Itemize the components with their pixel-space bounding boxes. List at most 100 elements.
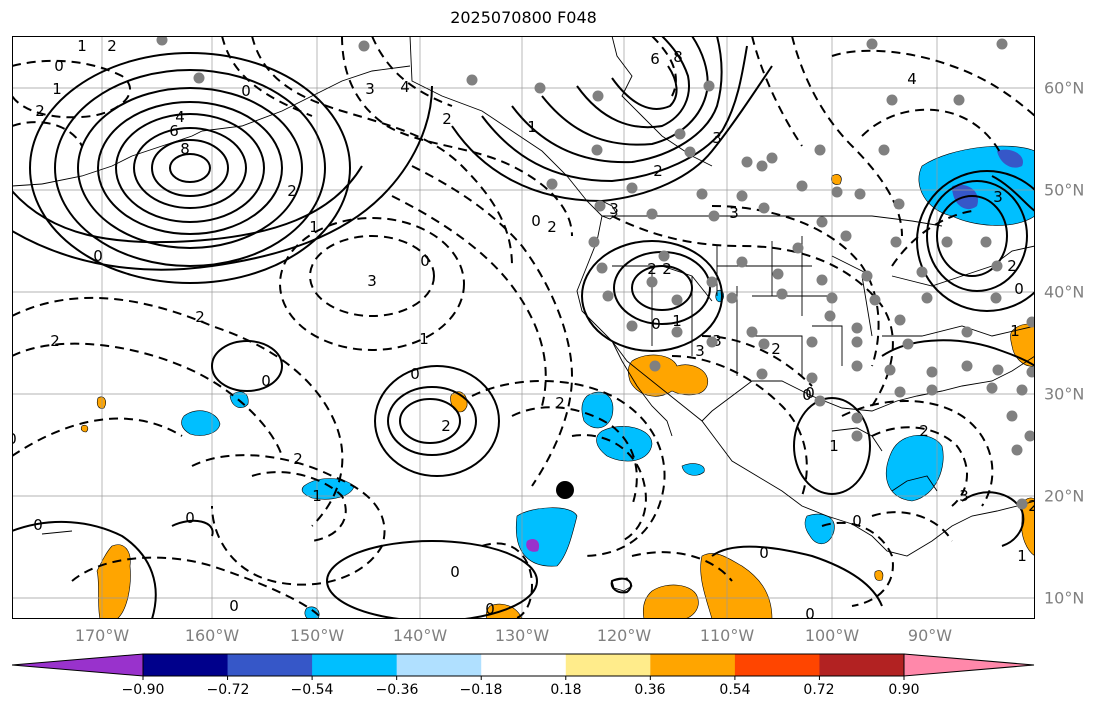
contour-label: 2	[771, 340, 781, 358]
contour-label: 0	[1014, 280, 1024, 298]
colorbar-tick-label: −0.54	[290, 682, 334, 698]
colorbar-extend-low	[12, 653, 144, 677]
contour-label: 0	[93, 247, 103, 265]
colorbar-extend-high	[903, 653, 1035, 677]
colorbar-tick-label: 0.36	[634, 682, 666, 698]
contour-label: 3	[609, 200, 619, 218]
colorbar-frame	[142, 653, 905, 677]
contour-label: 1	[1017, 547, 1027, 565]
contour-label: 0	[33, 516, 43, 534]
contour-label: 4	[175, 108, 185, 126]
longitude-label: 90°W	[907, 626, 953, 645]
contour-label: 6	[169, 122, 179, 140]
contour-label: 2	[287, 182, 297, 200]
shading-negative-region	[885, 435, 944, 502]
contour-label: 1	[419, 330, 429, 348]
contour-label: 3	[959, 487, 969, 505]
shading-positive-region	[627, 354, 709, 397]
longitude-label: 120°W	[596, 626, 652, 645]
shading-positive-region	[96, 396, 106, 409]
longitude-label: 160°W	[184, 626, 240, 645]
shading-negative-region	[304, 606, 320, 619]
latitude-label: 50°N	[1044, 180, 1085, 200]
contour-label: 0	[54, 57, 64, 75]
shading-negative-region	[681, 463, 705, 476]
contour-label: 0	[450, 563, 460, 581]
colorbar-tick-label: −0.90	[121, 682, 165, 698]
shading-positive-region	[642, 584, 699, 619]
station-markers	[156, 36, 1035, 510]
contour-label: 0	[802, 386, 812, 404]
contour-label: 4	[907, 70, 917, 88]
contour-label: 8	[180, 140, 190, 158]
longitude-label: 170°W	[74, 626, 130, 645]
contour-label: 1	[1010, 322, 1020, 340]
colorbar-tick-label: 0.90	[888, 682, 920, 698]
reference-point-marker	[556, 481, 574, 499]
latitude-label: 60°N	[1044, 78, 1085, 98]
contour-label: 0	[410, 365, 420, 383]
contour-label: 0	[852, 512, 862, 530]
longitude-label: 110°W	[699, 626, 755, 645]
contour-label: 2	[293, 450, 303, 468]
shading-negative-core	[997, 149, 1023, 168]
longitude-label: 130°W	[494, 626, 550, 645]
contour-label: 2	[195, 308, 205, 326]
shading-positive-region	[485, 603, 523, 619]
colorbar-cell	[227, 654, 313, 676]
colorbar-cell	[396, 654, 482, 676]
shading-negative-region	[181, 410, 221, 436]
contour-label: 3	[993, 188, 1003, 206]
colorbar-cell	[650, 654, 736, 676]
contour-label: 3	[365, 80, 375, 98]
colorbar-tick-label: −0.72	[206, 682, 250, 698]
contour-label: 0	[485, 600, 495, 618]
contour-label: 2	[441, 417, 451, 435]
latitude-label: 20°N	[1044, 486, 1085, 506]
contour-label: 0	[12, 430, 17, 448]
colorbar-cell	[481, 654, 567, 676]
contour-label: 0	[261, 372, 271, 390]
contour-label: 1	[672, 312, 682, 330]
contour-label: 3	[367, 272, 377, 290]
coastlines	[12, 36, 1035, 592]
shading-positive-region	[831, 174, 842, 185]
contour-label: 0	[229, 597, 239, 615]
colorbar-tick-label: 0.72	[803, 682, 835, 698]
colorbar-tick-label: −0.36	[375, 682, 419, 698]
contour-label: 3	[695, 342, 705, 360]
longitude-label: 100°W	[804, 626, 860, 645]
contour-label: 2	[662, 260, 672, 278]
colorbar-cell	[819, 654, 905, 676]
contour-label: 3	[729, 204, 739, 222]
shading-negative-core	[526, 539, 540, 552]
contour-label: 0	[185, 509, 195, 527]
contour-label: 0	[651, 315, 661, 333]
contour-label: 0	[241, 82, 251, 100]
contour-lines-dashed	[12, 36, 1035, 619]
shading-positive-region	[80, 424, 89, 433]
contour-label: 1	[309, 218, 319, 236]
contour-label: 8	[673, 48, 683, 66]
contour-label: 1	[829, 437, 839, 455]
latitude-label: 30°N	[1044, 384, 1085, 404]
contour-label: 1	[312, 487, 322, 505]
shading-positive-region	[874, 570, 884, 581]
contour-label: 0	[805, 384, 815, 402]
contour-label: 1	[52, 80, 62, 98]
colorbar-cell	[312, 654, 398, 676]
contour-label: 1	[527, 118, 537, 136]
contour-label: 2	[442, 110, 452, 128]
contour-label: 0	[805, 605, 815, 619]
shading-negative-region	[581, 391, 614, 429]
contour-label: 2	[919, 422, 929, 440]
contour-label: 2	[50, 332, 60, 350]
contour-label: 2	[653, 162, 663, 180]
contour-label: 2	[647, 260, 657, 278]
contour-label: 2	[1007, 257, 1017, 275]
contour-labels: 1 2 0 1 2 4 6 8 2 1 0 0 3 4 2 6 8 3 2 3 …	[12, 37, 1035, 619]
contour-label: 2	[35, 102, 45, 120]
contour-label: 2	[107, 37, 117, 55]
map-title: 2025070800 F048	[450, 8, 597, 27]
latitude-label: 40°N	[1044, 282, 1085, 302]
